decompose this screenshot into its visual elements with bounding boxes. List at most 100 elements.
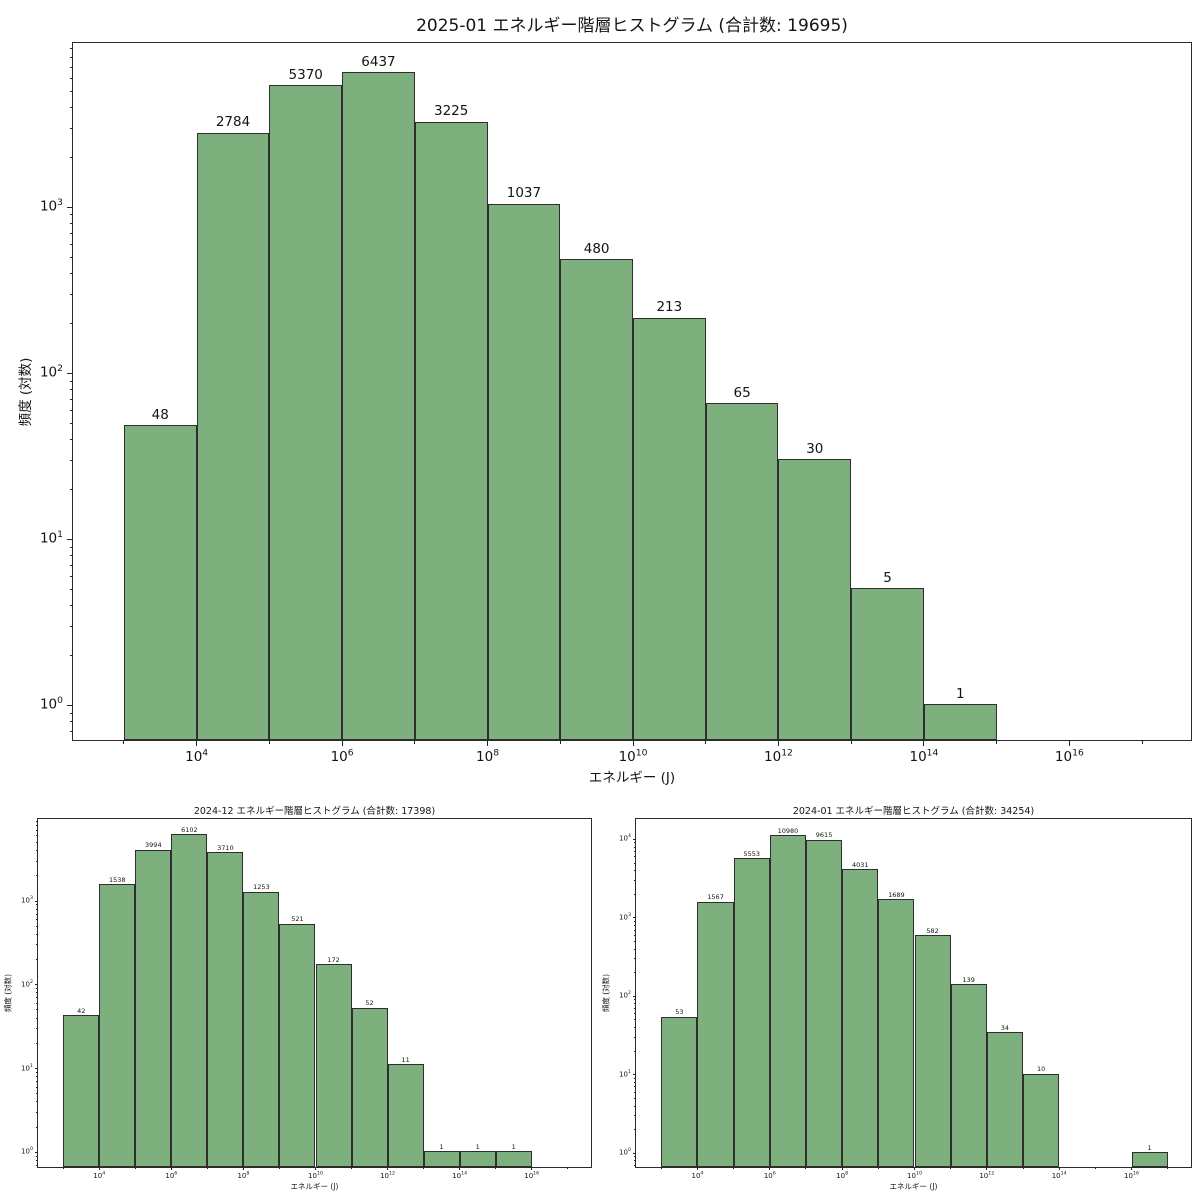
x-major-tick xyxy=(1068,740,1070,746)
x-major-tick xyxy=(170,1167,172,1171)
x-major-tick xyxy=(387,1167,389,1171)
y-axis-tick-label: 101 xyxy=(619,1070,631,1079)
histogram-bar xyxy=(135,849,172,1167)
histogram-bar xyxy=(459,1151,496,1167)
bar-value-label: 5370 xyxy=(288,66,323,83)
bar-value-label: 139 xyxy=(962,975,975,984)
y-minor-tick xyxy=(634,846,636,848)
x-minor-tick xyxy=(123,740,125,744)
bar-value-label: 521 xyxy=(291,915,304,924)
x-major-tick xyxy=(632,740,634,746)
y-minor-tick xyxy=(36,919,38,921)
x-axis-tick-label: 1016 xyxy=(524,1171,540,1180)
x-major-tick xyxy=(531,1167,533,1171)
y-minor-tick xyxy=(69,106,73,108)
y-major-tick xyxy=(632,917,636,919)
y-minor-tick xyxy=(36,824,38,826)
y-minor-tick xyxy=(634,879,636,881)
y-minor-tick xyxy=(36,1111,38,1113)
y-minor-tick xyxy=(36,1076,38,1078)
histogram-bar xyxy=(351,1007,388,1167)
x-axis-tick-label: 1010 xyxy=(308,1171,323,1180)
y-minor-tick xyxy=(36,835,38,837)
y-minor-tick xyxy=(69,272,73,274)
y-minor-tick xyxy=(36,829,38,831)
y-axis-tick-label: 101 xyxy=(39,529,63,547)
y-minor-tick xyxy=(69,322,73,324)
y-minor-tick xyxy=(36,1159,38,1161)
chart-title: 2024-01 エネルギー階層ヒストグラム (合計数: 34254) xyxy=(792,806,1035,817)
y-minor-tick xyxy=(69,293,73,295)
bar-value-label: 1253 xyxy=(253,883,270,892)
x-minor-tick xyxy=(950,1167,952,1169)
x-axis-tick-label: 1014 xyxy=(452,1171,468,1180)
y-minor-tick xyxy=(69,66,73,68)
y-major-tick xyxy=(632,838,636,840)
y-major-tick xyxy=(34,1151,38,1153)
histogram-bar xyxy=(495,1151,532,1167)
x-axis-tick-label: 1016 xyxy=(1054,747,1084,765)
y-minor-tick xyxy=(69,409,73,411)
y-minor-tick xyxy=(36,1164,38,1166)
histogram-bar xyxy=(269,85,343,740)
x-minor-tick xyxy=(206,1167,208,1169)
y-minor-tick xyxy=(36,1002,38,1004)
x-minor-tick xyxy=(278,1167,280,1169)
x-minor-tick xyxy=(1141,740,1143,744)
histogram-bar xyxy=(878,899,915,1167)
y-minor-tick xyxy=(69,546,73,548)
y-minor-tick xyxy=(36,1009,38,1011)
y-axis-tick-label: 102 xyxy=(21,979,33,989)
y-minor-tick xyxy=(69,459,73,461)
y-minor-tick xyxy=(634,948,636,950)
histogram-bar xyxy=(1023,1073,1060,1167)
x-major-tick xyxy=(914,1167,915,1171)
y-minor-tick xyxy=(36,875,38,877)
bar-value-label: 10 xyxy=(1036,1065,1046,1074)
x-minor-tick xyxy=(567,1167,569,1169)
y-minor-tick xyxy=(36,1071,38,1073)
y-minor-tick xyxy=(634,1129,636,1131)
y-minor-tick xyxy=(36,1028,38,1030)
y-minor-tick xyxy=(69,222,73,224)
y-minor-tick xyxy=(634,1050,636,1052)
x-minor-tick xyxy=(660,1167,662,1169)
y-minor-tick xyxy=(36,925,38,927)
x-axis-label: エネルギー (J) xyxy=(290,1182,339,1191)
x-axis-label: エネルギー (J) xyxy=(889,1182,938,1191)
y-minor-tick xyxy=(634,1105,636,1107)
x-minor-tick xyxy=(877,1167,879,1169)
y-minor-tick xyxy=(69,48,73,50)
x-minor-tick xyxy=(495,1167,497,1169)
y-minor-tick xyxy=(69,605,73,606)
y-axis-label: 頻度 (対数) xyxy=(601,973,611,1013)
y-minor-tick xyxy=(634,972,636,974)
histogram-bar xyxy=(661,1017,698,1167)
histogram-bar xyxy=(950,984,987,1167)
bar-value-label: 5553 xyxy=(743,849,761,858)
x-axis-tick-label: 104 xyxy=(93,1171,106,1180)
x-axis-tick-label: 108 xyxy=(836,1171,849,1180)
x-major-tick xyxy=(487,740,489,746)
x-major-tick xyxy=(1131,1167,1132,1171)
y-minor-tick xyxy=(69,388,73,390)
x-major-tick xyxy=(923,740,925,746)
y-minor-tick xyxy=(36,992,38,994)
y-minor-tick xyxy=(36,944,38,946)
y-minor-tick xyxy=(634,924,636,926)
y-minor-tick xyxy=(36,860,38,862)
y-minor-tick xyxy=(634,1086,636,1088)
histogram-bar xyxy=(697,901,734,1167)
y-minor-tick xyxy=(634,862,636,864)
x-axis-label: エネルギー (J) xyxy=(588,770,676,786)
bar-value-label: 4031 xyxy=(851,860,869,869)
y-minor-tick xyxy=(634,1164,636,1166)
main-histogram-2025-01: 2025-01 エネルギー階層ヒストグラム (合計数: 19695) 頻度 (対… xyxy=(18,16,1192,786)
bar-value-label: 5 xyxy=(883,569,892,586)
histogram-bar xyxy=(196,132,270,740)
x-minor-tick xyxy=(134,1167,136,1169)
x-axis-tick-label: 104 xyxy=(185,747,209,765)
bar-value-label: 6102 xyxy=(181,825,198,834)
y-minor-tick xyxy=(69,243,73,245)
y-minor-tick xyxy=(36,1086,38,1088)
